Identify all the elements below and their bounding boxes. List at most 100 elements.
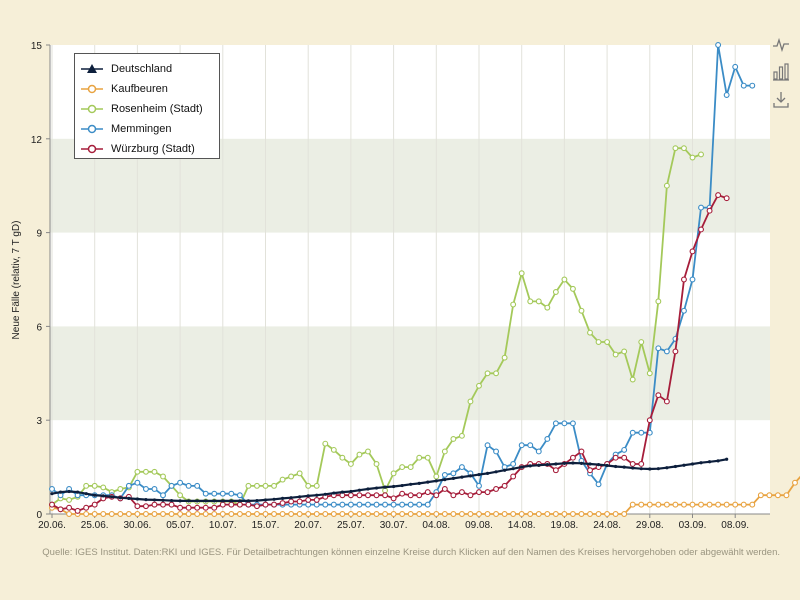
data-point <box>228 490 235 497</box>
data-point <box>518 442 525 449</box>
data-point <box>698 151 704 158</box>
data-point <box>646 417 653 424</box>
data-point <box>681 307 687 314</box>
x-tick-label: 08.09. <box>721 520 749 531</box>
chart-area: 0 3 6 9 12 15 20.06. 25.06. 30.06. 05.07. 10.07. 15… <box>11 35 800 531</box>
data-point <box>503 468 507 472</box>
x-tick-label: 29.08. <box>636 520 664 531</box>
data-point <box>135 497 139 501</box>
data-point <box>698 204 704 211</box>
data-point <box>639 467 643 471</box>
legend-item-kaufbeuren[interactable]: Kaufbeuren <box>81 79 213 99</box>
data-point <box>373 461 380 467</box>
data-point <box>501 354 508 361</box>
data-point <box>271 482 277 489</box>
data-point <box>313 482 320 489</box>
bar-chart-icon[interactable] <box>772 63 790 81</box>
data-point <box>296 498 303 505</box>
legend-item-memmingen[interactable]: Memmingen <box>81 119 213 139</box>
data-point <box>562 461 567 465</box>
data-point <box>296 470 303 477</box>
data-point <box>416 501 423 508</box>
data-point <box>774 492 781 499</box>
legend-item-wuerzburg[interactable]: Würzburg (Stadt) <box>81 139 213 159</box>
data-point <box>706 207 713 214</box>
data-point <box>673 464 678 469</box>
data-point <box>91 482 98 489</box>
data-point <box>221 499 225 503</box>
data-point <box>433 492 440 499</box>
data-point <box>347 511 354 517</box>
data-point <box>484 489 491 496</box>
data-point <box>681 145 687 152</box>
data-point <box>298 495 302 499</box>
legend-item-deutschland[interactable]: Deutschland <box>81 59 213 79</box>
data-point <box>177 511 184 517</box>
data-point <box>323 492 327 496</box>
circle-marker-icon <box>81 124 103 134</box>
data-point <box>332 491 336 495</box>
x-tick-label: 24.08. <box>593 520 621 531</box>
data-point <box>125 511 132 517</box>
y-tick-label: 12 <box>31 135 43 146</box>
data-point <box>604 339 611 345</box>
data-point <box>552 467 559 474</box>
data-point <box>390 495 397 502</box>
data-point <box>160 492 166 499</box>
data-point <box>417 481 421 485</box>
data-point <box>655 501 662 508</box>
trend-line-icon[interactable] <box>772 35 790 53</box>
data-point <box>374 486 379 490</box>
data-point <box>313 511 320 517</box>
data-point <box>655 298 662 305</box>
download-icon[interactable] <box>772 91 790 109</box>
data-point <box>629 501 636 508</box>
legend-item-rosenheim[interactable]: Rosenheim (Stadt) <box>81 99 213 119</box>
data-point <box>716 459 720 463</box>
data-point <box>629 376 636 383</box>
data-point <box>510 511 517 517</box>
data-point <box>117 486 124 492</box>
data-point <box>211 490 218 497</box>
data-point <box>665 466 669 470</box>
legend-label: Kaufbeuren <box>111 83 168 95</box>
data-point <box>228 501 235 508</box>
data-point <box>631 466 635 470</box>
data-point <box>127 496 131 500</box>
data-point <box>595 511 602 517</box>
data-point <box>219 490 226 497</box>
data-point <box>621 454 628 461</box>
data-point <box>605 463 609 468</box>
data-point <box>373 492 380 499</box>
line-chart: 0 3 6 9 12 15 20.06. 25.06. 30.06. 05.07. 10.07. 15… <box>31 41 800 531</box>
data-point <box>723 195 730 202</box>
data-point <box>518 511 525 517</box>
y-axis-label: Neue Fälle (relativ, 7 T gD) <box>11 221 22 340</box>
data-point <box>740 501 747 508</box>
data-point <box>689 501 696 508</box>
data-point <box>271 501 277 508</box>
data-point <box>450 470 457 477</box>
data-point <box>305 511 312 517</box>
data-point <box>527 442 534 449</box>
data-point <box>142 503 149 510</box>
chart-toolbar <box>772 35 794 119</box>
data-point <box>749 82 756 89</box>
data-point <box>262 511 269 517</box>
data-point <box>313 501 320 508</box>
data-point <box>544 511 551 517</box>
y-tick-label: 0 <box>36 510 42 521</box>
data-point <box>357 488 362 492</box>
data-point <box>409 482 413 486</box>
data-point <box>151 501 158 508</box>
data-point <box>715 42 722 48</box>
data-point <box>219 501 226 508</box>
data-point <box>168 501 175 508</box>
data-point <box>118 496 122 500</box>
data-point <box>554 462 558 466</box>
data-point <box>254 482 260 489</box>
data-point <box>246 499 251 503</box>
data-point <box>177 504 184 511</box>
data-point <box>494 470 498 474</box>
data-point <box>271 511 277 517</box>
